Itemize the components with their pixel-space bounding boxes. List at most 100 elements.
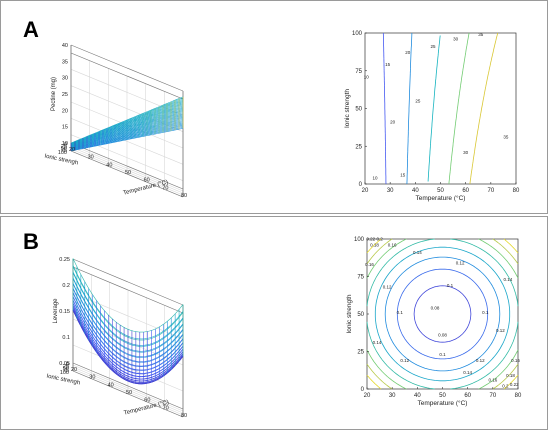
contour-b-contour-label: 0.14 — [413, 250, 422, 255]
contour-b-contour-label: 0.16 — [488, 378, 497, 383]
contour-b-contour-line — [366, 238, 519, 390]
surf-a-y-tick-label: 50 — [61, 146, 67, 152]
contour-b-contour-label: 0.08 — [438, 333, 447, 338]
surf-b-ygrid-floor — [72, 368, 184, 416]
contour-b-x-tick-label: 30 — [389, 393, 396, 399]
surf-a-box-edge — [70, 150, 184, 198]
contour-a-contour-line — [382, 32, 387, 185]
contour-b-contour-label: 0.2 — [502, 384, 509, 389]
surf-a-x-tick-label: 70 — [162, 185, 168, 191]
surf-b-x-tick-label: 60 — [144, 398, 150, 404]
contour-b-x-tick-label: 20 — [364, 393, 371, 399]
contour-b-contour-label: 0.12 — [383, 285, 392, 290]
contour-b-x-tick-label: 60 — [464, 393, 471, 399]
surf-a-box-edge — [70, 142, 184, 190]
contour-a-contour-label: 20 — [390, 120, 396, 125]
contour-b-contour-line — [384, 256, 501, 372]
contour-b-contour-label: 0.12 — [476, 358, 485, 363]
surf-b-box-edge — [72, 266, 184, 314]
surf-b-x-tick-label: 40 — [108, 382, 114, 388]
contour-a-contour-label: 25 — [415, 98, 421, 103]
contour-b-contour-label: 0.12 — [496, 328, 505, 333]
contour-b-y-tick-label: 0 — [361, 387, 365, 393]
contour-a-x-tick-label: 50 — [437, 188, 444, 194]
contour-b-contour-label: 0.12 — [400, 358, 409, 363]
contour-a-contour-label: 30 — [453, 37, 459, 42]
surf-a-z-tick-label: 30 — [62, 76, 68, 82]
contour-b-contour-line — [396, 268, 489, 360]
surf-a-z-tick-label: 35 — [62, 59, 68, 65]
contour-a-contour-label: 15 — [400, 172, 406, 177]
contour-b-contour-line — [413, 285, 472, 343]
contour-b-contour-line — [366, 238, 519, 390]
surf-a-ygrid-floor — [70, 146, 184, 194]
contour-b-contour-label: 0.22 — [366, 237, 375, 242]
surf-b-box-edge — [72, 362, 184, 410]
contour-b-contour-label: 0.08 — [431, 306, 440, 311]
contour-b-contour-label: 0.22 — [510, 382, 519, 387]
contour-a-contour-label: 35 — [503, 135, 509, 140]
contour-a-x-tick-label: 30 — [387, 188, 394, 194]
surf-a-x-tick-label: 80 — [181, 193, 187, 199]
contour-a-y-tick-label: 50 — [355, 107, 362, 113]
contour-a-plot-area — [364, 32, 517, 185]
surf-b-y-tick-label: 50 — [63, 366, 69, 372]
contour-b-contour-label: 0.14 — [373, 340, 382, 345]
surf-b-box-edge — [72, 370, 184, 418]
panel-b: B 0.05 0.1 0.15 0.2 0.25 20 30 40 50 60 70 80 0 25 50 7… — [0, 216, 548, 430]
contour-b-contour-label: 0.1 — [397, 310, 404, 315]
contour-a-x-tick-label: 20 — [362, 188, 369, 194]
surf-b-y-tick-label: 25 — [63, 364, 69, 370]
contour-b-contour-line — [366, 238, 519, 390]
contour-b-x-axis-label: Temperature (°C) — [418, 399, 468, 407]
contour-b-plot-area — [366, 238, 519, 390]
contour-b-contour-label: 0.16 — [511, 358, 520, 363]
contour-a-contour-label: 10 — [373, 175, 379, 180]
surf-a-ygrid-floor — [70, 144, 184, 192]
contour-b-y-tick-label: 50 — [357, 312, 364, 318]
surf-a-ygrid-floor — [70, 148, 184, 196]
surf-a-x-tick-label: 50 — [125, 170, 131, 176]
contour-a-y-tick-label: 75 — [355, 69, 362, 75]
surf-a-y-tick-label: 0 — [64, 142, 67, 148]
surf-b-z-axis-label: Leverage — [53, 298, 59, 324]
contour-a-y-tick-label: 100 — [352, 31, 363, 37]
contour-a-x-tick-label: 60 — [462, 188, 469, 194]
contour-b-contour-label: 0.1 — [482, 310, 489, 315]
surf-b-x-tick-label: 50 — [126, 390, 132, 396]
contour-a-x-tick-label: 80 — [513, 188, 520, 194]
contour-b-contour-label: 0.14 — [463, 370, 472, 375]
contour-b-x-tick-label: 70 — [489, 393, 496, 399]
contour-a-contour-label: 35 — [478, 32, 484, 37]
contour-a-contour-line — [427, 35, 441, 182]
surf-a-surface-plot: 10152025303540203040506070800255075100Pe… — [44, 43, 187, 199]
contour-b-contour-label: 0.18 — [370, 243, 379, 248]
surf-b-ygrid-floor — [72, 366, 184, 414]
contour-a-y-axis-label: Ionic strength — [344, 89, 351, 128]
contour-b-y-axis-label: Ionic strength — [346, 294, 353, 333]
contour-b-contour-label: 0.16 — [365, 262, 374, 267]
surf-b-z-tick-label: 0.1 — [62, 335, 70, 341]
contour-b-contour-label: 0.1 — [439, 352, 446, 357]
contour-b-contour-label: 0.14 — [504, 277, 513, 282]
surf-b-surface-plot: 0.050.10.150.20.252030405060708002550751… — [46, 257, 187, 419]
contour-a-y-tick-label: 25 — [355, 144, 362, 150]
surf-a-z-tick-label: 20 — [62, 108, 68, 114]
surf-a-z-axis-label: Pectine (mg) — [51, 77, 57, 111]
contour-b-y-tick-label: 100 — [354, 237, 365, 243]
contour-b-contour-label: 0.1 — [447, 283, 454, 288]
contour-b-contour-label: 0.12 — [456, 261, 465, 266]
contour-a-contour-plot: 10 15 20 25 30 35 10 15 20 25 30 35 20 30 40 50 60 70 80 0 2… — [344, 31, 520, 202]
surf-a-x-tick-label: 30 — [88, 155, 94, 161]
contour-a-x-axis-label: Temperature (°C) — [416, 194, 466, 202]
contour-b-contour-line — [366, 238, 519, 390]
surf-a-y-tick-label: 100 — [58, 150, 67, 156]
contour-b-y-tick-label: 75 — [357, 275, 364, 281]
surf-b-y-tick-label: 100 — [60, 370, 69, 376]
contour-a-y-tick-label: 0 — [359, 182, 363, 188]
surf-b-ygrid-floor — [72, 364, 184, 412]
surf-b-z-tick-label: 0.2 — [62, 283, 70, 289]
surf-a-y-tick-label: 25 — [61, 144, 67, 150]
surf-b-z-tick-label: 0.05 — [59, 361, 70, 367]
contour-a-contour-label: 15 — [385, 62, 391, 67]
